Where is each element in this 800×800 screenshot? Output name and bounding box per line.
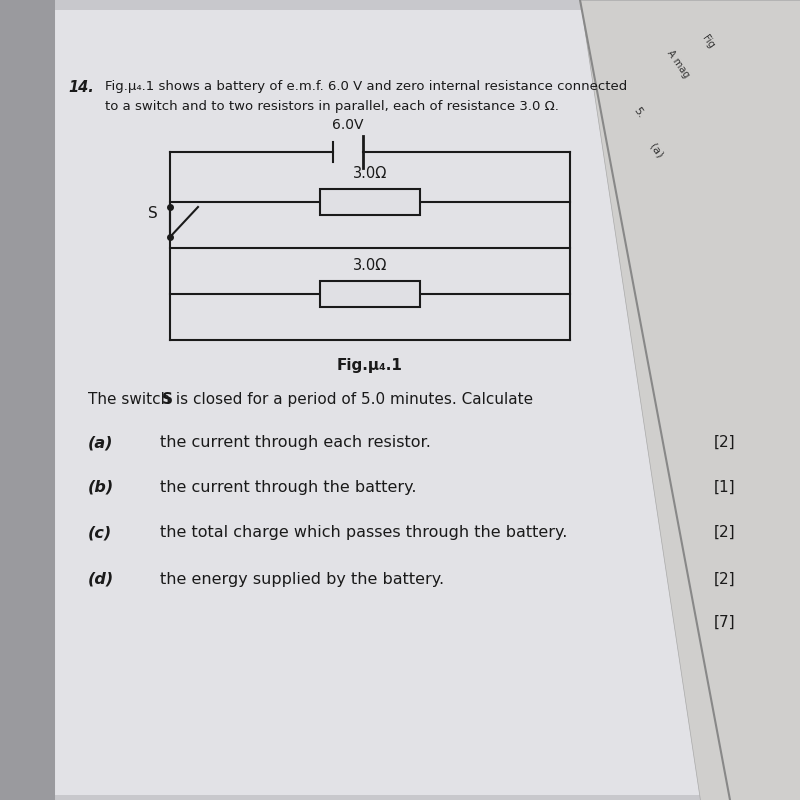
- Bar: [30, 0, 31, 800]
- Bar: [37, 0, 38, 800]
- Text: Fig: Fig: [700, 33, 716, 50]
- Bar: [53, 0, 54, 800]
- Text: (d): (d): [88, 572, 114, 587]
- Text: S: S: [162, 392, 173, 407]
- Bar: [38, 0, 39, 800]
- Bar: [44, 0, 46, 800]
- Text: is closed for a period of 5.0 minutes. Calculate: is closed for a period of 5.0 minutes. C…: [171, 392, 533, 407]
- Bar: [20, 10, 700, 795]
- Text: the energy supplied by the battery.: the energy supplied by the battery.: [160, 572, 444, 587]
- Bar: [50, 0, 51, 800]
- Text: [2]: [2]: [714, 435, 735, 450]
- Bar: [34, 0, 36, 800]
- Text: (c): (c): [88, 525, 112, 540]
- Text: [2]: [2]: [714, 525, 735, 540]
- Text: 3.0Ω: 3.0Ω: [353, 166, 387, 181]
- Polygon shape: [580, 0, 800, 800]
- Bar: [25, 0, 26, 800]
- Text: 14.: 14.: [68, 80, 94, 95]
- Bar: [48, 0, 49, 800]
- Bar: [29, 0, 30, 800]
- Bar: [36, 0, 37, 800]
- Bar: [32, 0, 34, 800]
- Bar: [24, 0, 25, 800]
- Text: [1]: [1]: [714, 480, 735, 495]
- Bar: [54, 0, 56, 800]
- Bar: [320, 189, 420, 215]
- Text: S: S: [148, 206, 158, 222]
- Bar: [49, 0, 50, 800]
- Bar: [27, 0, 29, 800]
- Text: [7]: [7]: [714, 615, 735, 630]
- Text: the current through the battery.: the current through the battery.: [160, 480, 417, 495]
- Text: 6.0V: 6.0V: [332, 118, 364, 132]
- Text: Fig.μ₄.1: Fig.μ₄.1: [337, 358, 403, 373]
- Text: The switch: The switch: [88, 392, 175, 407]
- Bar: [40, 0, 42, 800]
- Bar: [26, 0, 27, 800]
- Text: A mag: A mag: [665, 49, 691, 80]
- Text: Fig.μ₄.1 shows a battery of e.m.f. 6.0 V and zero internal resistance connected: Fig.μ₄.1 shows a battery of e.m.f. 6.0 V…: [105, 80, 627, 93]
- Bar: [46, 0, 48, 800]
- Text: to a switch and to two resistors in parallel, each of resistance 3.0 Ω.: to a switch and to two resistors in para…: [105, 100, 559, 113]
- Text: [2]: [2]: [714, 572, 735, 587]
- Bar: [22, 0, 24, 800]
- Text: (b): (b): [88, 480, 114, 495]
- Bar: [20, 0, 22, 800]
- Text: the current through each resistor.: the current through each resistor.: [160, 435, 431, 450]
- Bar: [0, 0, 55, 800]
- Bar: [45, 0, 46, 800]
- Text: (a): (a): [648, 142, 665, 160]
- Text: (a): (a): [88, 435, 114, 450]
- Bar: [320, 281, 420, 307]
- Text: 3.0Ω: 3.0Ω: [353, 258, 387, 273]
- Bar: [42, 0, 43, 800]
- Bar: [30, 0, 32, 800]
- Bar: [43, 0, 44, 800]
- Bar: [54, 0, 55, 800]
- Text: the total charge which passes through the battery.: the total charge which passes through th…: [160, 525, 567, 540]
- Bar: [21, 0, 22, 800]
- Text: 5.: 5.: [632, 106, 646, 120]
- Bar: [51, 0, 53, 800]
- Bar: [39, 0, 41, 800]
